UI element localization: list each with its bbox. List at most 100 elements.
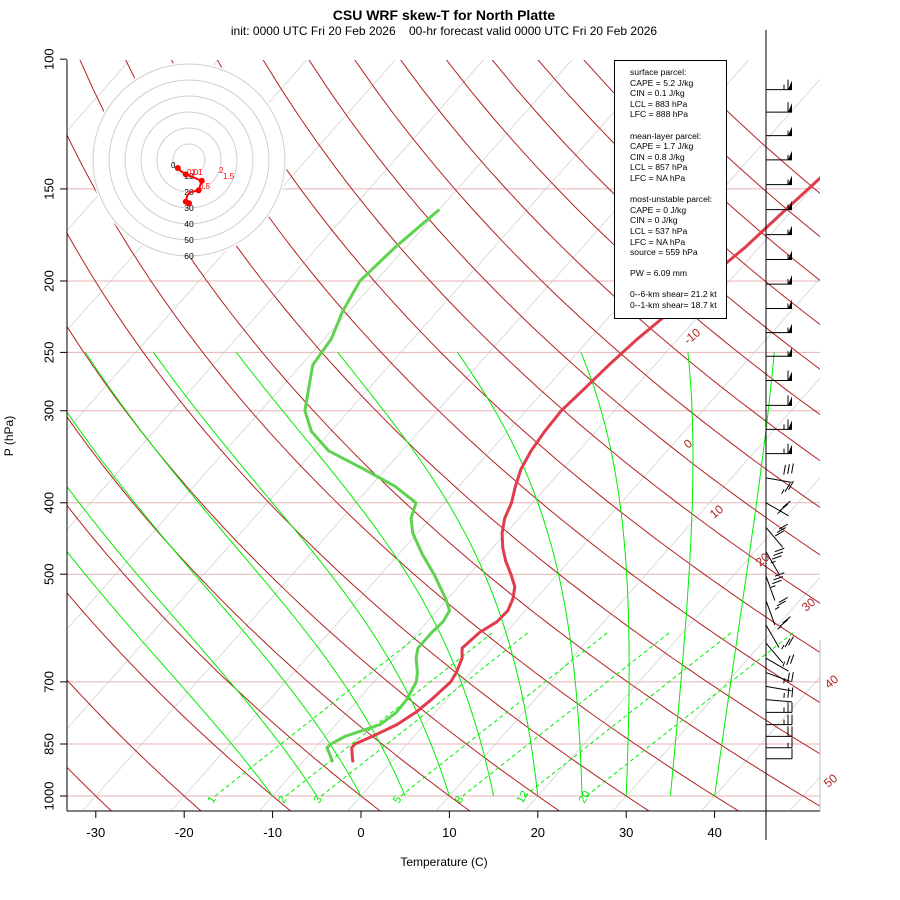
wind-barb-half-feather <box>777 625 782 630</box>
wind-barb <box>766 748 793 760</box>
wind-barb-staff <box>765 699 792 703</box>
isotherm-label: 50 <box>821 771 840 791</box>
wind-barb <box>766 370 792 382</box>
wind-barb <box>766 737 793 749</box>
most-unstable-lfc: LFC = NA hPa <box>630 236 686 247</box>
hodograph-ring-label: 20 <box>184 187 194 197</box>
hodograph-marker <box>195 187 202 194</box>
wind-barb-half-feather <box>770 560 776 564</box>
moist-adiabat-line <box>67 550 273 797</box>
x-tick-label: 40 <box>707 825 721 840</box>
wind-barb-half-feather <box>781 644 785 650</box>
wind-barb <box>766 347 792 357</box>
y-tick-label: 700 <box>41 671 56 693</box>
mixing-ratio-line <box>285 632 494 797</box>
y-tick-label: 100 <box>41 48 56 70</box>
wind-barb <box>765 616 791 664</box>
hodograph-ring-label: 60 <box>184 251 194 261</box>
mixing-ratio-lines <box>67 352 794 797</box>
moist-adiabat-line <box>456 352 583 796</box>
wind-barb-feather <box>776 527 786 534</box>
wind-barb <box>765 597 788 648</box>
wind-barb-feather <box>791 671 794 682</box>
most-unstable-lcl: LCL = 537 hPa <box>630 225 688 236</box>
wind-barb-half-feather <box>777 510 782 515</box>
isotherm-line <box>67 60 573 630</box>
wind-barb <box>765 636 794 672</box>
wind-barb <box>766 419 792 430</box>
wind-barb-feather <box>784 638 791 648</box>
isotherm-label: 20 <box>753 550 772 570</box>
dry-adiabat-line <box>67 592 292 811</box>
wind-barb-staff <box>765 502 789 517</box>
hodograph-background <box>91 62 287 258</box>
x-axis-label: Temperature (C) <box>400 855 487 869</box>
isotherm-line <box>523 477 820 811</box>
hodograph-ring <box>108 79 270 241</box>
x-tick-label: 30 <box>619 825 633 840</box>
wind-barb <box>765 547 785 601</box>
wind-barb <box>766 299 792 310</box>
hodograph-ring-label: 50 <box>184 235 194 245</box>
wind-barb-flag <box>788 80 792 90</box>
hodograph-point-label: 0.01 <box>187 168 203 177</box>
wind-barb <box>765 500 791 548</box>
wind-barb-staff <box>765 672 791 682</box>
hodograph-ring <box>124 95 254 225</box>
shear-0-1km: 0--1-km shear= 18.7 kt <box>630 300 717 311</box>
isotherm-line <box>67 60 661 730</box>
wind-barb-staff <box>765 642 784 664</box>
dry-adiabat-line <box>79 60 820 807</box>
wind-barb-feather <box>782 500 791 508</box>
wind-barb-feather <box>789 654 795 664</box>
wind-barb <box>765 463 794 483</box>
hodograph-marker <box>186 200 192 207</box>
wind-barb-feather <box>776 600 786 607</box>
wind-barb-flag <box>788 175 792 185</box>
wind-barb-feather <box>791 687 794 698</box>
hodograph-point-label: 0 <box>171 161 176 170</box>
wind-barb <box>765 572 785 626</box>
mixing-ratio-label: 5 <box>391 794 404 805</box>
wind-barb <box>765 480 794 517</box>
x-tick-label: -20 <box>175 825 194 840</box>
mixing-ratio-label: 3 <box>311 794 324 805</box>
isotherm-line <box>612 576 820 811</box>
mixing-ratio-line <box>400 632 608 797</box>
surface-lfc: LFC = 888 hPa <box>630 109 689 120</box>
wind-barb <box>766 150 792 161</box>
isotherm-line <box>258 178 820 811</box>
wind-barb-flag <box>788 150 792 160</box>
wind-barb-feather <box>774 530 784 537</box>
mixing-ratio-line <box>524 632 732 797</box>
chart-subtitle: init: 0000 UTC Fri 20 Feb 2026 00-hr for… <box>0 24 888 38</box>
wind-barb-flag <box>788 299 792 309</box>
wind-barb-feather <box>783 464 786 475</box>
wind-barb-flag <box>788 225 792 235</box>
wind-barb <box>766 126 792 137</box>
hodograph-point-label: 2 <box>219 166 224 175</box>
wind-barb-feather <box>784 482 791 493</box>
moist-adiabat-line <box>669 352 694 797</box>
moist-adiabat-line <box>337 352 539 797</box>
wind-barb-feather <box>773 551 784 556</box>
hodograph-ring <box>92 63 286 257</box>
moist-adiabat-line <box>84 352 406 797</box>
sounding-profiles <box>303 176 820 763</box>
wind-barb-feather <box>787 464 790 475</box>
init-time: init: 0000 UTC Fri 20 Feb 2026 <box>230 24 396 38</box>
wind-barb-feather <box>779 503 789 511</box>
moist-adiabat-line <box>67 485 318 797</box>
mean-layer-cape: CAPE = 1.7 J/kg <box>630 141 694 152</box>
surface-parcel-heading: surface parcel: <box>630 67 687 77</box>
isotherm-label: -10 <box>681 325 704 347</box>
wind-barb <box>766 323 792 334</box>
x-tick-label: -10 <box>263 825 282 840</box>
wind-barb <box>765 671 794 692</box>
hodograph-ring-label: 30 <box>184 203 194 213</box>
hodograph-ring-label: 40 <box>184 219 194 229</box>
hodograph-ring <box>140 111 238 209</box>
wind-barb <box>766 102 792 113</box>
moist-adiabat-line <box>580 352 630 797</box>
